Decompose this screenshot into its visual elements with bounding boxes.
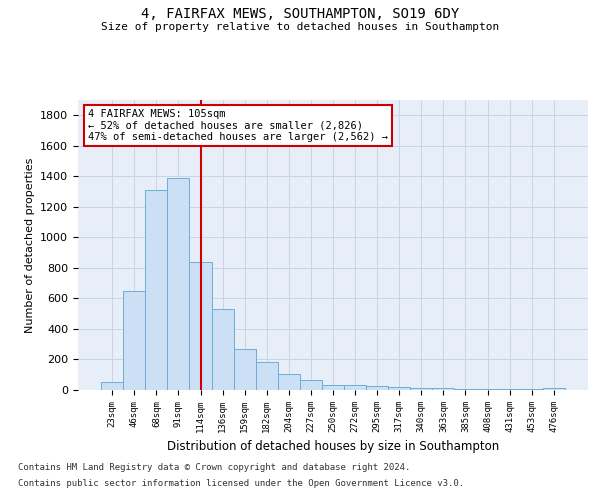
Bar [233, 349, 256, 390]
Bar [212, 309, 233, 390]
Bar [543, 388, 565, 390]
Bar [123, 291, 145, 390]
Text: Size of property relative to detached houses in Southampton: Size of property relative to detached ho… [101, 22, 499, 32]
Text: Contains public sector information licensed under the Open Government Licence v3: Contains public sector information licen… [18, 478, 464, 488]
Text: Contains HM Land Registry data © Crown copyright and database right 2024.: Contains HM Land Registry data © Crown c… [18, 464, 410, 472]
Bar [167, 178, 190, 390]
Bar [344, 386, 366, 390]
Bar [101, 382, 123, 390]
Bar [388, 387, 410, 390]
Bar [454, 389, 476, 390]
Text: 4, FAIRFAX MEWS, SOUTHAMPTON, SO19 6DY: 4, FAIRFAX MEWS, SOUTHAMPTON, SO19 6DY [141, 8, 459, 22]
Bar [366, 386, 388, 390]
Bar [476, 389, 499, 390]
Bar [300, 380, 322, 390]
Bar [190, 262, 212, 390]
Bar [499, 389, 521, 390]
Y-axis label: Number of detached properties: Number of detached properties [25, 158, 35, 332]
Bar [410, 388, 433, 390]
Text: 4 FAIRFAX MEWS: 105sqm
← 52% of detached houses are smaller (2,826)
47% of semi-: 4 FAIRFAX MEWS: 105sqm ← 52% of detached… [88, 108, 388, 142]
Bar [278, 374, 300, 390]
Bar [433, 388, 454, 390]
Bar [322, 384, 344, 390]
X-axis label: Distribution of detached houses by size in Southampton: Distribution of detached houses by size … [167, 440, 499, 454]
Bar [256, 362, 278, 390]
Bar [145, 190, 167, 390]
